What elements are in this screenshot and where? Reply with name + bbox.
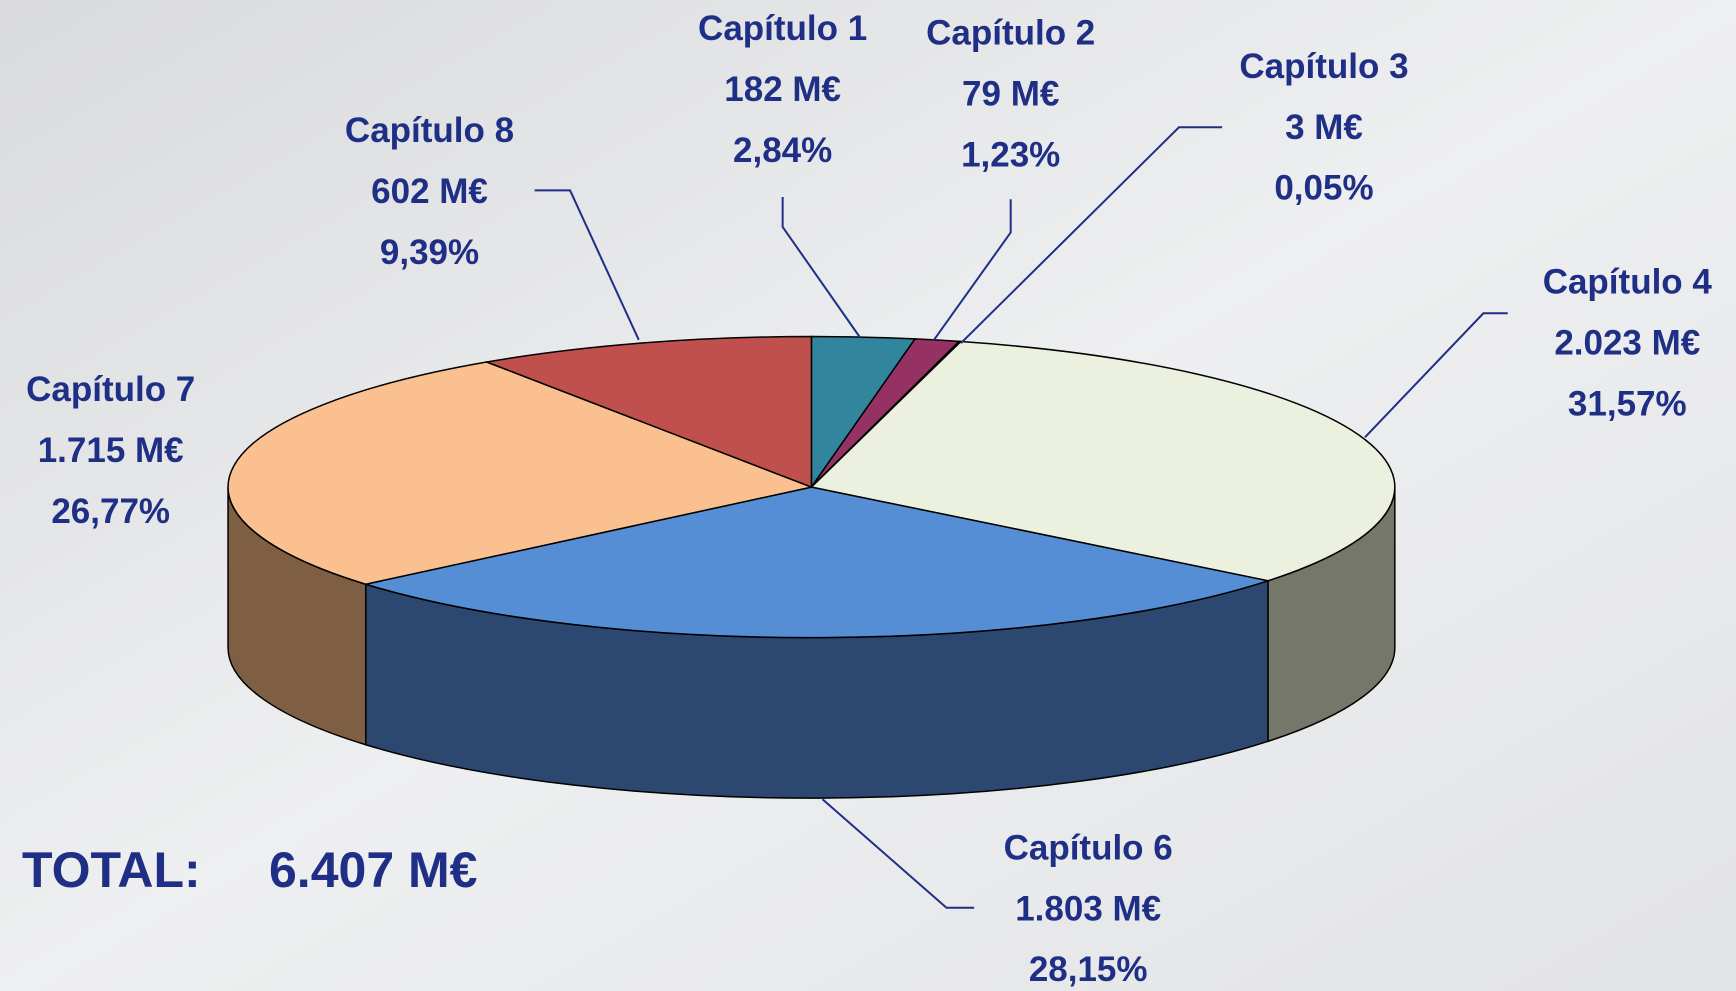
chart: TOTAL: 6.407 M€ Capítulo 1 182 M€ 2,84% Cap… bbox=[0, 0, 1736, 991]
total-value: 6.407 M€ bbox=[269, 842, 477, 898]
slice-value-label: 182 M€ bbox=[724, 70, 841, 109]
slice-value-label: 3 M€ bbox=[1285, 108, 1363, 147]
slice-percent-label: 28,15% bbox=[1029, 950, 1148, 989]
slice-value-label: 2.023 M€ bbox=[1554, 324, 1700, 363]
slice-value-label: 79 M€ bbox=[962, 75, 1059, 114]
slice-percent-label: 9,39% bbox=[380, 233, 479, 272]
slice-percent-label: 0,05% bbox=[1274, 169, 1373, 208]
slice-percent-label: 31,57% bbox=[1568, 385, 1687, 424]
slice-percent-label: 26,77% bbox=[51, 492, 170, 531]
slice-label: Capítulo 2 bbox=[926, 14, 1095, 53]
slice-label: Capítulo 6 bbox=[1004, 828, 1173, 867]
slice-percent-label: 1,23% bbox=[961, 135, 1060, 174]
slice-label: Capítulo 4 bbox=[1543, 263, 1713, 302]
slice-value-label: 1.715 M€ bbox=[38, 431, 184, 470]
slice-value-label: 602 M€ bbox=[371, 172, 488, 211]
slice-percent-label: 2,84% bbox=[733, 131, 832, 170]
total-label: TOTAL: bbox=[22, 842, 201, 898]
slice-label: Capítulo 3 bbox=[1239, 47, 1408, 86]
slice-label: Capítulo 1 bbox=[698, 9, 867, 48]
slice-label: Capítulo 7 bbox=[26, 370, 195, 409]
slice-value-label: 1.803 M€ bbox=[1015, 889, 1161, 928]
slice-label: Capítulo 8 bbox=[345, 111, 514, 150]
